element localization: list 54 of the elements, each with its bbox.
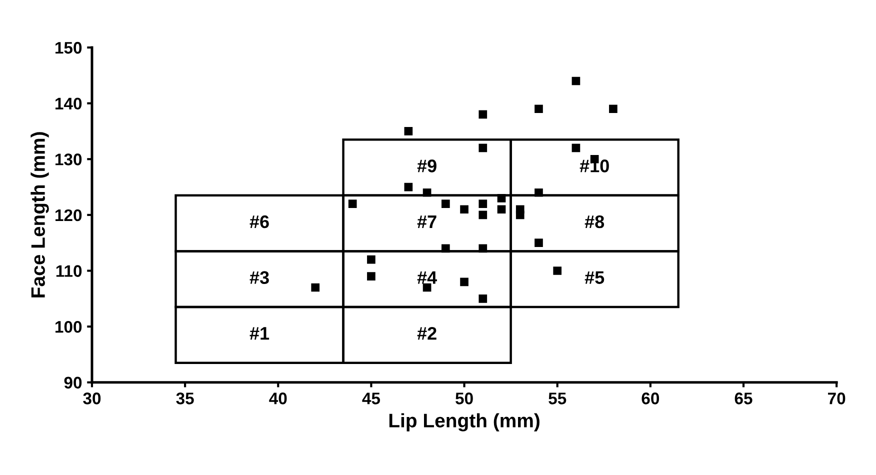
y-tick-label: 110 — [56, 265, 82, 277]
x-tick-label: 30 — [83, 392, 101, 404]
point — [572, 76, 580, 86]
series-label: #5 — [584, 271, 604, 284]
y-axis-title: Face Length (mm) — [30, 132, 49, 298]
point — [367, 255, 376, 264]
point — [572, 144, 580, 152]
point — [460, 278, 468, 286]
series-label: #4 — [417, 271, 437, 284]
y-tick-label: 100 — [56, 320, 82, 333]
series-label: #9 — [417, 160, 436, 172]
point — [478, 294, 488, 303]
point — [442, 200, 450, 208]
series-label: #8 — [584, 215, 604, 228]
x-axis-title: Lip Length (mm) — [389, 413, 540, 432]
y-tick-label: 120 — [56, 209, 82, 222]
y-tick-label: 140 — [56, 98, 82, 110]
series-label: #6 — [250, 215, 269, 228]
point — [478, 144, 488, 152]
point — [553, 266, 562, 275]
point — [478, 244, 488, 253]
series-label: #3 — [250, 271, 269, 284]
point — [478, 210, 488, 220]
point — [311, 283, 320, 292]
x-tick-label: 45 — [362, 392, 380, 404]
x-tick-label: 35 — [176, 392, 194, 404]
point — [460, 205, 468, 214]
point — [534, 238, 543, 248]
point — [442, 244, 450, 253]
x-tick-label: 65 — [734, 392, 752, 404]
point — [609, 104, 618, 114]
point — [516, 210, 524, 220]
point — [534, 104, 543, 114]
point — [367, 272, 376, 280]
series-label: #7 — [417, 216, 436, 228]
series-label: #1 — [250, 327, 270, 340]
x-tick-label: 70 — [828, 392, 846, 404]
y-tick-label: 90 — [64, 376, 82, 389]
x-tick-label: 50 — [456, 392, 473, 404]
point — [497, 194, 506, 202]
x-tick-label: 55 — [548, 392, 566, 404]
point — [404, 127, 413, 136]
point — [404, 182, 413, 192]
y-tick-label: 130 — [56, 154, 82, 166]
point — [478, 110, 488, 119]
x-tick-label: 40 — [269, 392, 287, 404]
x-tick-label: 60 — [642, 392, 660, 404]
point — [497, 205, 506, 214]
series-label: #2 — [417, 326, 436, 340]
point — [348, 200, 357, 208]
y-tick-label: 150 — [56, 42, 82, 54]
point — [422, 188, 432, 197]
point — [534, 188, 543, 197]
point — [478, 200, 488, 208]
